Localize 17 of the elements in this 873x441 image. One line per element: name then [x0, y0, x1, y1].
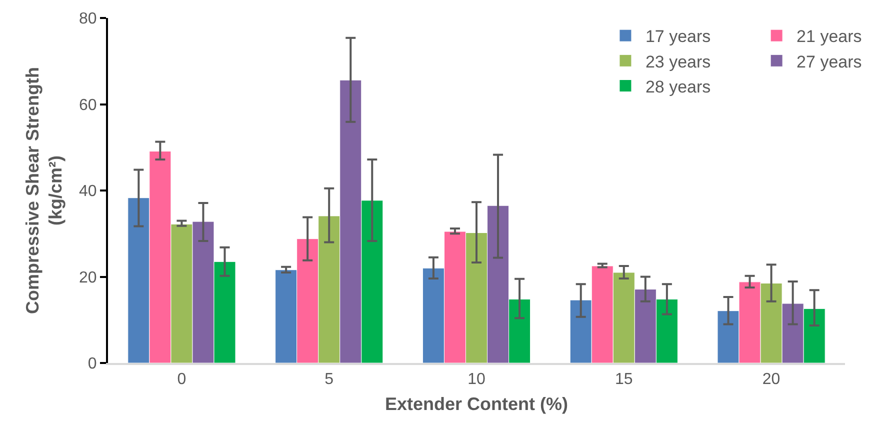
legend-label: 27 years	[796, 52, 862, 72]
legend-label: 21 years	[796, 27, 862, 46]
y-tick-label: 20	[79, 269, 97, 286]
y-tick-label: 80	[79, 10, 97, 28]
y-tick-label: 60	[79, 96, 97, 114]
x-tick-label: 15	[615, 371, 633, 388]
x-axis-title: Extender Content (%)	[384, 394, 568, 414]
y-axis-title: Compressive Shear Strength (kg/cm²)	[22, 66, 66, 314]
legend-label: 28 years	[645, 77, 711, 96]
legend-label: 17 years	[645, 27, 711, 46]
y-tick-label: 0	[88, 356, 97, 373]
legend-label: 23 years	[645, 52, 711, 72]
y-tick-label: 40	[79, 183, 97, 200]
x-tick-label: 20	[762, 371, 780, 388]
x-tick-label: 10	[468, 371, 486, 388]
x-tick-label: 5	[324, 371, 334, 388]
x-tick-label: 0	[177, 371, 186, 388]
